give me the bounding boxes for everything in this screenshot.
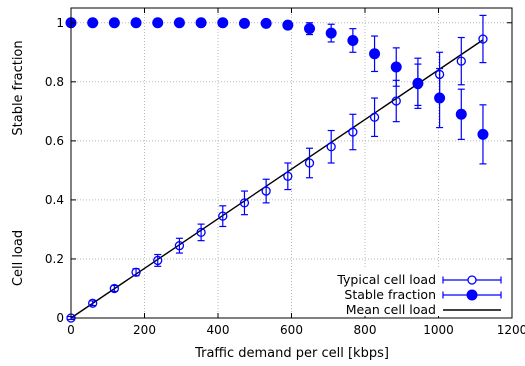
- y-tick-label: 0.8: [45, 75, 64, 89]
- legend-swatches: [442, 275, 502, 311]
- stable-fraction-point: [108, 17, 120, 29]
- legend-label-typical-cell-load: Typical cell load: [336, 272, 436, 287]
- stable-fraction-point: [195, 17, 207, 29]
- typical-cell-load-point: [283, 171, 293, 181]
- typical-cell-load-point: [413, 80, 423, 90]
- stable-fraction-point: [304, 23, 316, 35]
- y-tick-label: 0.4: [45, 193, 64, 207]
- legend: Typical cell load Stable fraction Mean c…: [325, 268, 505, 317]
- typical-cell-load-point: [478, 34, 488, 44]
- stable-fraction-point: [455, 108, 467, 120]
- typical-cell-load-point: [304, 158, 315, 168]
- legend-marker-typical-cell-load: [467, 275, 477, 285]
- typical-cell-load-point: [434, 69, 445, 80]
- stable-fraction-point: [325, 27, 337, 39]
- stable-fraction-point: [412, 77, 424, 89]
- legend-marker-stable-fraction: [466, 289, 478, 301]
- stable-fraction-point: [152, 17, 164, 29]
- y-axis-label-stable-fraction: Stable fraction: [11, 40, 26, 135]
- stable-fraction-point: [477, 128, 489, 140]
- grid: [71, 8, 512, 318]
- plot-area: [65, 14, 489, 323]
- stable-fraction-point: [282, 19, 294, 31]
- stable-fraction-point: [87, 17, 99, 29]
- stable-fraction-point: [434, 92, 446, 104]
- legend-label-stable-fraction: Stable fraction: [344, 287, 436, 302]
- y-tick-label: 0.2: [45, 252, 64, 266]
- stable-fraction-point: [369, 48, 381, 60]
- typical-cell-load-point: [88, 298, 98, 308]
- x-tick-label: 1200: [497, 323, 525, 337]
- y-tick-label: 0: [56, 311, 64, 325]
- x-axis-label: Traffic demand per cell [kbps]: [194, 346, 389, 361]
- typical-cell-load-point: [369, 112, 380, 122]
- y-axis-label-cell-load: Cell load: [11, 230, 26, 286]
- x-tick-label: 0: [67, 323, 75, 337]
- typical-cell-load-point: [109, 283, 120, 294]
- y-tick-label: 0.6: [45, 134, 64, 148]
- stable-fraction-point: [347, 34, 359, 46]
- x-tick-label: 200: [133, 323, 156, 337]
- typical-cell-load-point: [456, 56, 466, 66]
- typical-cell-load-point: [239, 198, 250, 208]
- y-tick-label: 1: [56, 16, 64, 30]
- x-tick-label: 1000: [423, 323, 454, 337]
- stable-fraction-point: [260, 17, 272, 29]
- x-tick-label: 600: [280, 323, 303, 337]
- typical-cell-load-point: [218, 211, 228, 221]
- typical-cell-load-point: [326, 142, 336, 152]
- stable-fraction-point: [173, 17, 185, 29]
- typical-cell-load-point: [131, 267, 141, 277]
- legend-label-mean-cell-load: Mean cell load: [346, 302, 436, 317]
- x-tick-label: 800: [354, 323, 377, 337]
- stable-fraction-point: [130, 17, 142, 29]
- x-tick-label: 400: [207, 323, 230, 337]
- typical-cell-load-point: [261, 186, 271, 196]
- axis-ticks: 0 200 400 600 800 1000 1200 0 0.2 0.4 0.6 0.8 1: [45, 8, 525, 337]
- typical-cell-load-point: [174, 241, 185, 251]
- stable-fraction-point: [390, 61, 402, 73]
- stable-fraction-point: [238, 17, 250, 29]
- typical-cell-load-point: [196, 227, 206, 238]
- typical-cell-load-point: [153, 255, 163, 266]
- stable-fraction-point: [217, 17, 229, 29]
- typical-cell-load-point: [391, 96, 401, 106]
- typical-cell-load-point: [348, 127, 358, 137]
